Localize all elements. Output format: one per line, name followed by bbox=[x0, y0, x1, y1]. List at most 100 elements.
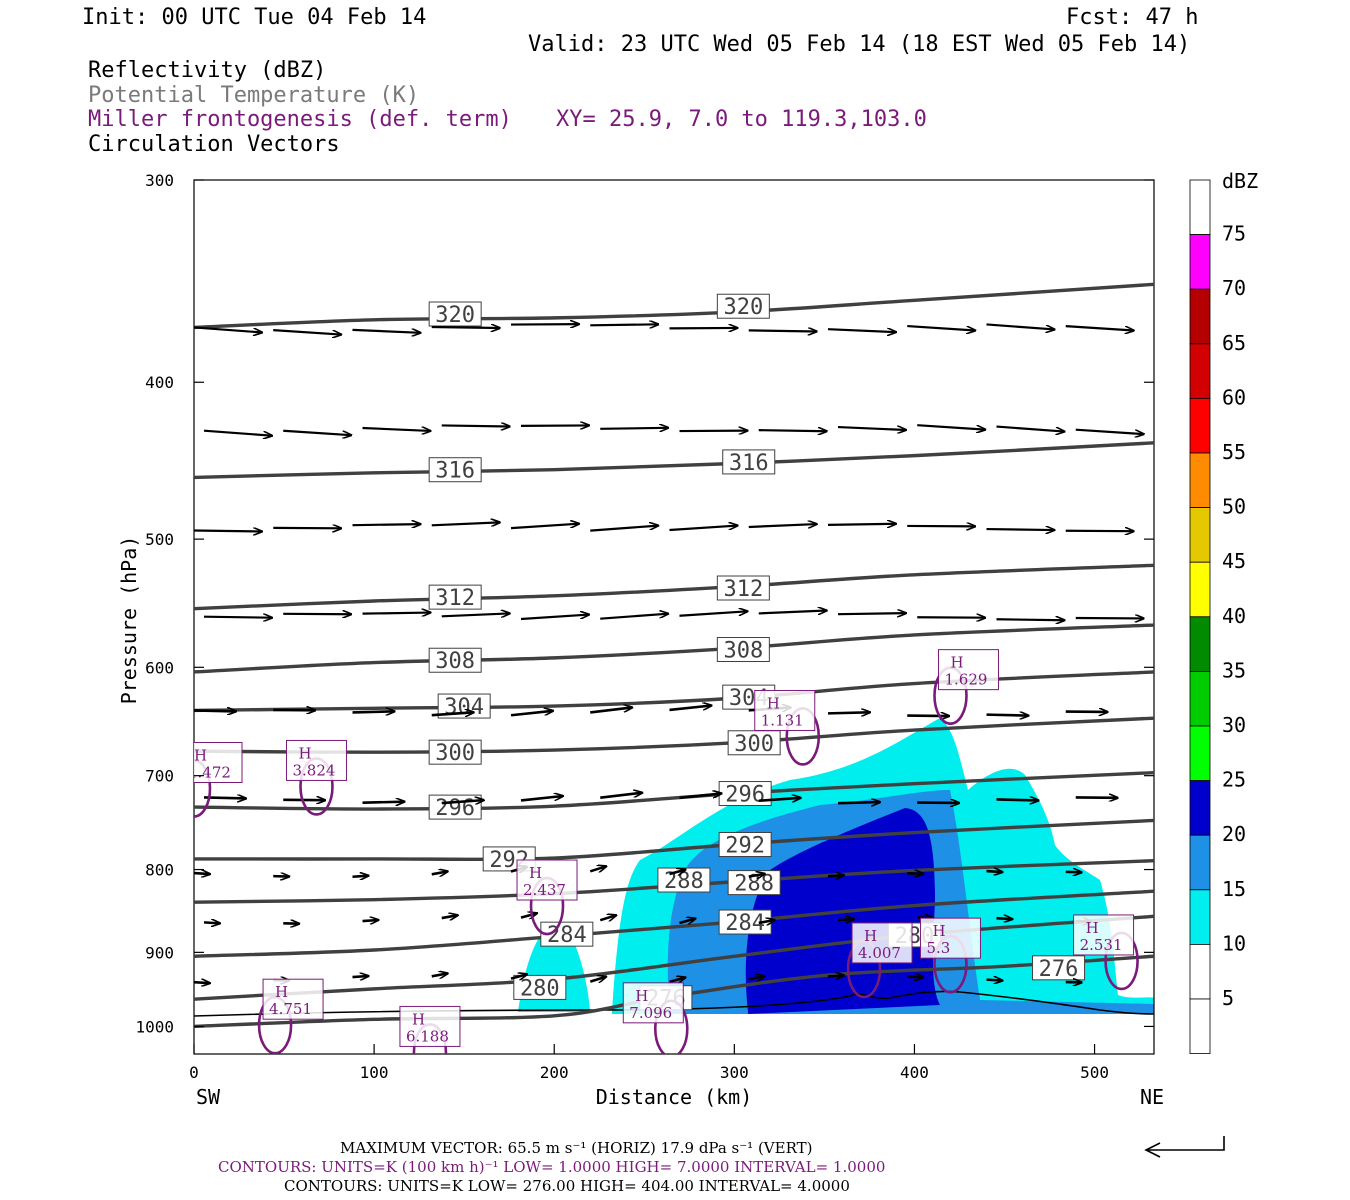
circulation-vector bbox=[996, 799, 1038, 800]
y-tick-label: 300 bbox=[145, 171, 174, 190]
circulation-vector bbox=[679, 919, 695, 923]
fronto-max-box bbox=[262, 978, 324, 1020]
circulation-vector bbox=[441, 425, 510, 426]
theta-label: 276 bbox=[1039, 957, 1079, 982]
colorbar-swatch bbox=[1189, 179, 1211, 235]
theta-label-box bbox=[428, 739, 482, 765]
circulation-vector bbox=[431, 871, 448, 874]
colorbar-swatch bbox=[1189, 834, 1211, 891]
circulation-vector bbox=[758, 430, 827, 431]
circulation-vector bbox=[758, 798, 801, 801]
circulation-vector bbox=[669, 977, 685, 981]
colorbar-label: 60 bbox=[1222, 385, 1246, 409]
theta-label-box bbox=[657, 867, 711, 893]
fronto-max-value: 1.472 bbox=[188, 763, 231, 781]
colorbar-label: 10 bbox=[1222, 931, 1246, 955]
theta-contour-line bbox=[194, 670, 1154, 713]
plot-frame bbox=[193, 179, 1155, 1055]
circulation-vector bbox=[996, 425, 1064, 432]
circulation-vector bbox=[441, 613, 510, 616]
circulation-vector bbox=[1065, 324, 1134, 330]
y-tick-label: 700 bbox=[145, 767, 174, 786]
fronto-max-value: 2.437 bbox=[523, 881, 566, 899]
theta-label-box bbox=[722, 449, 776, 475]
circulation-vector bbox=[669, 705, 711, 712]
fronto-max-box bbox=[754, 689, 816, 731]
circulation-vector bbox=[837, 919, 854, 920]
y-tick-label: 900 bbox=[145, 943, 174, 962]
colorbar-label: 25 bbox=[1222, 768, 1246, 792]
fronto-max-letter: H bbox=[864, 927, 877, 945]
fronto-max-value: 1.629 bbox=[944, 671, 987, 689]
theta-label-box bbox=[727, 730, 781, 756]
circulation-vector bbox=[510, 711, 553, 717]
circulation-vector bbox=[986, 529, 1054, 530]
theta-label-box bbox=[1032, 955, 1086, 981]
circulation-vector bbox=[679, 793, 721, 800]
ne-end-label: NE bbox=[1140, 1085, 1164, 1109]
circulation-vector bbox=[203, 429, 272, 436]
colorbar-swatch bbox=[1189, 780, 1211, 836]
theta-label: 284 bbox=[547, 923, 587, 948]
fronto-max-value: 4.007 bbox=[858, 944, 901, 962]
circulation-vector bbox=[352, 330, 420, 333]
circulation-vector bbox=[431, 712, 474, 715]
reference-vector-icon bbox=[1144, 1136, 1225, 1158]
colorbar-swatch bbox=[1189, 725, 1211, 781]
theta-label: 284 bbox=[725, 911, 765, 936]
theta-label-box bbox=[428, 647, 482, 673]
fronto-max-box bbox=[399, 1005, 461, 1047]
theta-label: 320 bbox=[723, 295, 763, 320]
colorbar-swatch bbox=[1189, 616, 1211, 672]
colorbar-label: 70 bbox=[1222, 276, 1246, 300]
circulation-vector bbox=[590, 526, 658, 532]
fronto-max-box bbox=[1073, 914, 1135, 956]
circulation-vector bbox=[510, 974, 527, 978]
colorbar-label: 55 bbox=[1222, 440, 1246, 464]
fronto-max-value: 6.188 bbox=[406, 1027, 449, 1045]
circulation-vector bbox=[194, 326, 262, 332]
theta-contour-line bbox=[194, 563, 1154, 611]
circulation-vector bbox=[194, 873, 210, 874]
circulation-vector bbox=[362, 428, 430, 431]
colorbar-label: 45 bbox=[1222, 549, 1246, 573]
circulation-vector bbox=[986, 871, 1002, 872]
fronto-max-value: 1.131 bbox=[761, 711, 804, 729]
circulation-vector bbox=[273, 329, 341, 334]
field-frontogenesis: Miller frontogenesis (def. term) bbox=[88, 107, 512, 132]
theta-label: 312 bbox=[435, 586, 475, 611]
colorbar-unit: dBZ bbox=[1222, 169, 1258, 193]
circulation-vector bbox=[986, 715, 1028, 716]
colorbar-label: 35 bbox=[1222, 658, 1246, 682]
fronto-max-box bbox=[937, 649, 999, 691]
theta-label-box bbox=[428, 457, 482, 483]
fronto-max-box bbox=[919, 917, 981, 959]
colorbar-label: 50 bbox=[1222, 495, 1246, 519]
field-theta: Potential Temperature (K) bbox=[88, 83, 419, 108]
colorbar-label: 75 bbox=[1222, 222, 1246, 246]
theta-label-box bbox=[716, 293, 770, 319]
colorbar-label: 20 bbox=[1222, 822, 1246, 846]
theta-contour-line bbox=[194, 716, 1154, 754]
circulation-vector bbox=[194, 531, 262, 532]
x-tick-label: 0 bbox=[189, 1063, 199, 1082]
theta-contour-line bbox=[194, 770, 1154, 811]
colorbar-swatch bbox=[1189, 452, 1211, 508]
fronto-max-box bbox=[516, 859, 578, 901]
circulation-vector bbox=[748, 976, 765, 979]
circulation-vector bbox=[827, 875, 844, 876]
fronto-max-value: 7.096 bbox=[629, 1004, 672, 1022]
colorbar: 5 10 15 20 25 30 35 40 45 50 55 60 65 70 75 bbox=[1189, 179, 1246, 1054]
circulation-vector bbox=[837, 802, 880, 803]
theta-contour-line bbox=[194, 282, 1154, 330]
theta-label: 300 bbox=[734, 732, 774, 757]
y-tick-label: 400 bbox=[145, 373, 174, 392]
circulation-vector bbox=[203, 797, 246, 798]
y-tick-label: 1000 bbox=[135, 1017, 174, 1036]
colorbar-swatch bbox=[1189, 998, 1211, 1054]
x-axis-label: Distance (km) bbox=[596, 1085, 753, 1109]
circulation-vector bbox=[758, 920, 775, 923]
fronto-max-letter: H bbox=[635, 987, 648, 1005]
circulation-vector bbox=[589, 866, 606, 871]
